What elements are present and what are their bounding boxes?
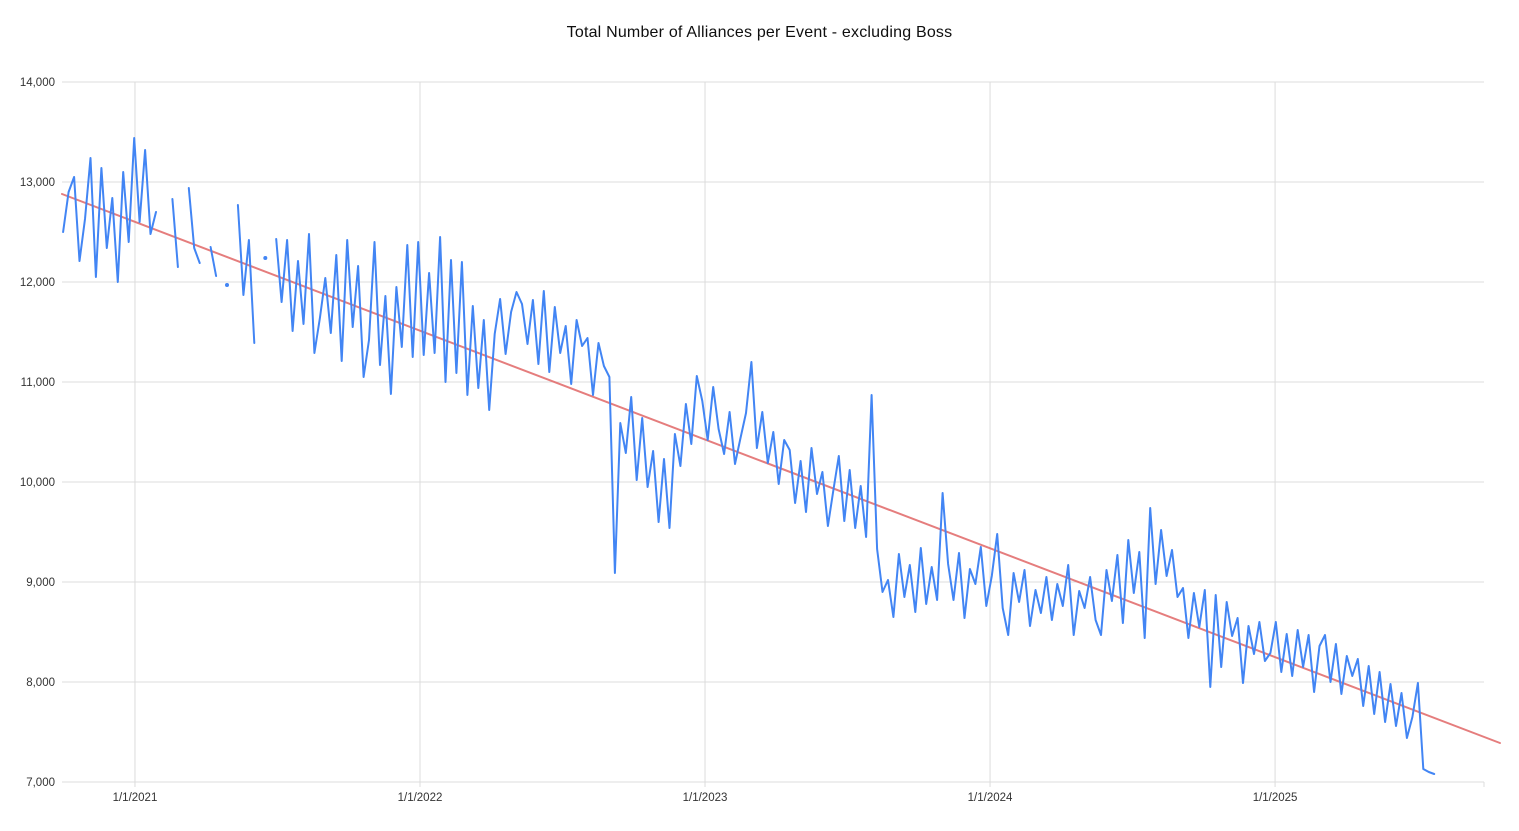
y-axis-tick-label: 9,000 <box>26 577 55 589</box>
y-axis-tick-label: 12,000 <box>20 277 55 289</box>
x-axis-tick-label: 1/1/2022 <box>398 792 443 804</box>
y-axis-tick-label: 10,000 <box>20 477 55 489</box>
series-point-isolated[interactable] <box>263 256 268 260</box>
series-line-alliances[interactable] <box>62 137 1436 775</box>
y-axis-tick-label: 8,000 <box>26 677 55 689</box>
chart-title: Total Number of Alliances per Event - ex… <box>566 24 953 41</box>
y-axis-tick-label: 7,000 <box>26 777 55 789</box>
y-axis-tick-label: 14,000 <box>20 77 55 89</box>
x-axis-tick-label: 1/1/2025 <box>1253 792 1298 804</box>
x-axis-tick-label: 1/1/2023 <box>683 792 728 804</box>
x-axis-tick-label: 1/1/2024 <box>968 792 1013 804</box>
series-point-isolated[interactable] <box>225 283 229 287</box>
x-axis-tick-label: 1/1/2021 <box>113 792 158 804</box>
y-axis-tick-label: 11,000 <box>21 377 55 389</box>
y-axis-tick-label: 13,000 <box>20 177 55 189</box>
